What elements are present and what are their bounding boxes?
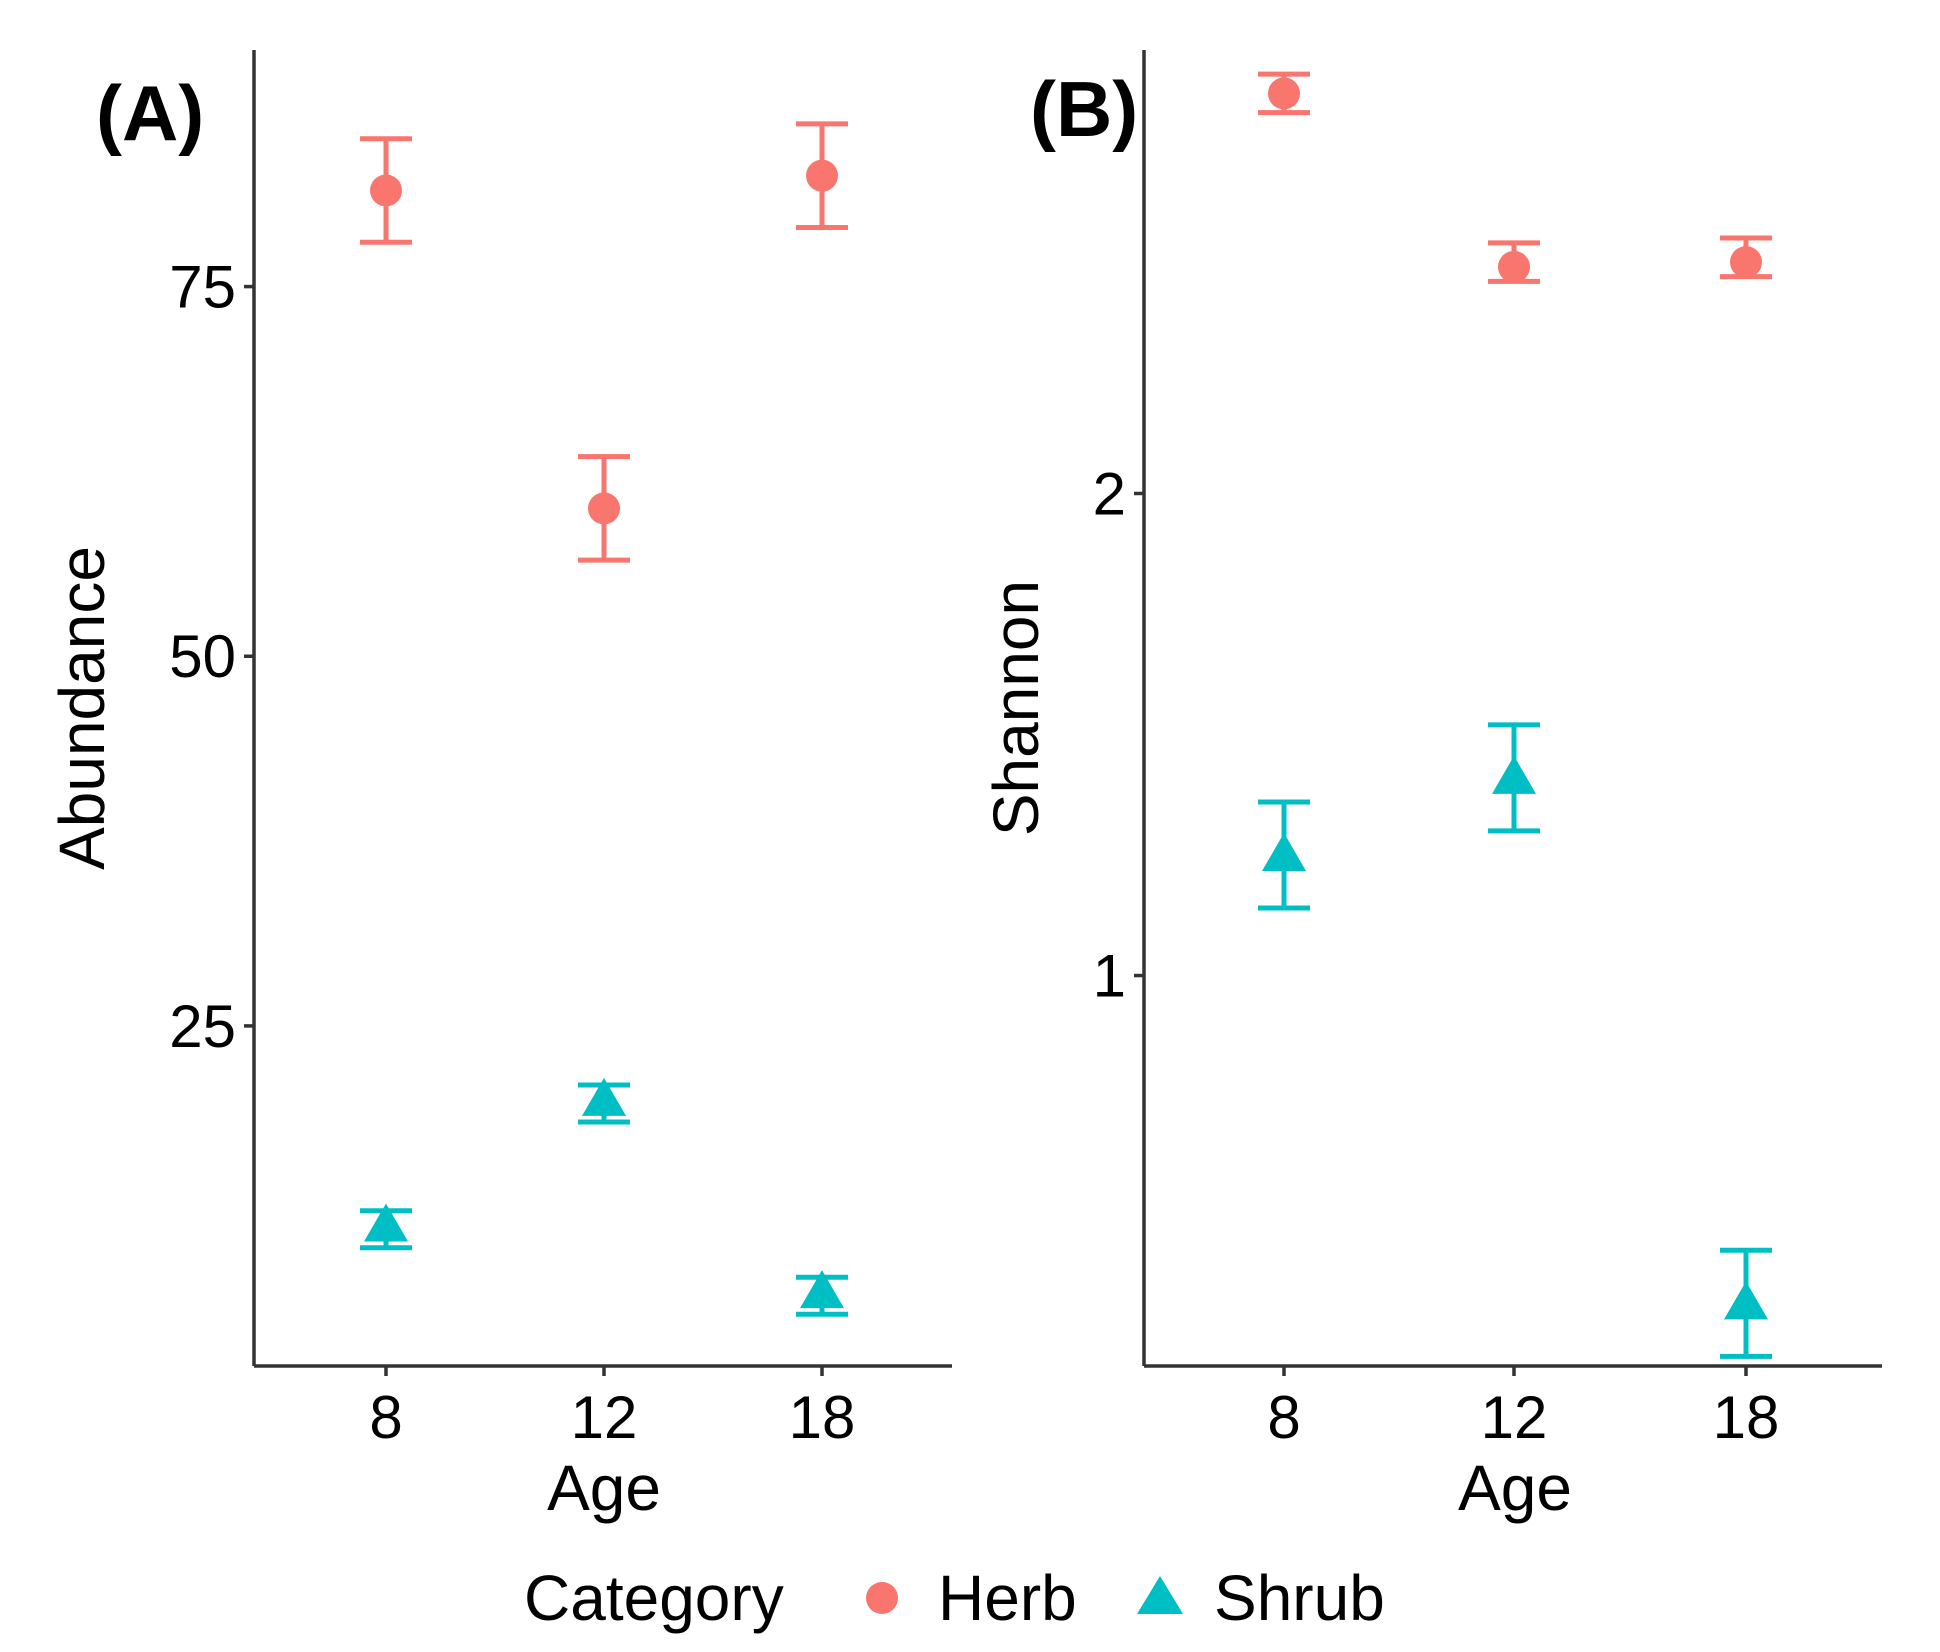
legend-shrub-marker	[1137, 1576, 1183, 1614]
point-shrub-8	[1262, 833, 1306, 872]
legend: Category Herb Shrub	[524, 1562, 1385, 1634]
x-tick-label: 12	[1481, 1384, 1548, 1451]
point-herb-18	[1730, 246, 1762, 279]
y-tick-label: 25	[169, 993, 236, 1060]
x-tick-label: 8	[369, 1384, 402, 1451]
panel-label-b: (B)	[1030, 65, 1138, 153]
point-herb-12	[588, 492, 620, 525]
x-axis-title-a: Age	[547, 1452, 661, 1524]
x-tick-label: 18	[1713, 1384, 1780, 1451]
point-shrub-18	[1724, 1281, 1768, 1320]
legend-title: Category	[524, 1562, 784, 1634]
point-herb-18	[806, 159, 838, 192]
legend-shrub-label: Shrub	[1214, 1562, 1385, 1634]
point-herb-12	[1498, 250, 1530, 283]
x-tick-label: 12	[571, 1384, 638, 1451]
point-shrub-12	[1492, 755, 1536, 794]
point-shrub-8	[364, 1203, 408, 1242]
y-tick-label: 1	[1093, 943, 1126, 1010]
x-tick-label: 8	[1267, 1384, 1300, 1451]
y-tick-label: 50	[169, 623, 236, 690]
x-axis-title-b: Age	[1458, 1452, 1572, 1524]
point-herb-8	[370, 174, 402, 207]
y-tick-label: 2	[1093, 460, 1126, 527]
point-shrub-18	[800, 1270, 844, 1309]
y-axis-title-a: Abundance	[46, 546, 118, 870]
point-shrub-12	[582, 1077, 626, 1116]
legend-herb-label: Herb	[938, 1562, 1077, 1634]
legend-herb-marker	[866, 1582, 898, 1614]
y-axis-title-b: Shannon	[980, 580, 1052, 836]
point-herb-8	[1268, 77, 1300, 110]
panel-label-a: (A)	[96, 69, 204, 157]
panel-a: 25 50 75 8 12 18 Age Abundance (A)	[46, 50, 952, 1524]
y-tick-label: 75	[169, 254, 236, 321]
x-tick-label: 18	[789, 1384, 856, 1451]
